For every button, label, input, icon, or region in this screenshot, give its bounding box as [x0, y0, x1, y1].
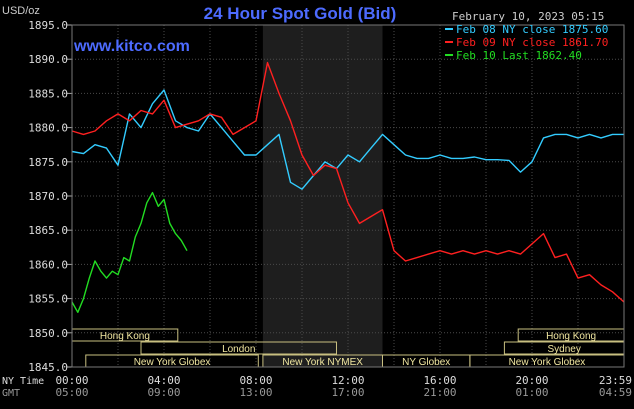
session-label: New York Globex [134, 357, 211, 368]
x-tick-label: 04:59 [599, 386, 632, 399]
price-lines [71, 61, 625, 313]
session-label: New York Globex [509, 357, 586, 368]
x-tick-label: 05:00 [55, 386, 88, 399]
x-tick-label: 09:00 [147, 386, 180, 399]
market-sessions: Hong Kong Hong Kong Sydney London New York G… [71, 328, 625, 368]
session-label: NY Globex [402, 357, 450, 368]
watermark: www.kitco.com [73, 38, 190, 55]
x-tick-label: 08:00 [239, 374, 272, 387]
time-row-label: NY Time [2, 376, 44, 387]
y-tick-label: 1855.0 [28, 293, 68, 306]
x-tick-label: 13:00 [239, 386, 272, 399]
y-tick-label: 1845.0 [28, 361, 68, 374]
nymex-shaded-region [262, 25, 383, 367]
y-tick-label: 1870.0 [28, 190, 68, 203]
legend-entry: Feb 09 NY close 1861.70 [456, 36, 608, 49]
y-tick-label: 1880.0 [28, 122, 68, 135]
y-tick-label: 1860.0 [28, 258, 68, 271]
series-line-1 [71, 61, 625, 303]
x-tick-label: 12:00 [331, 374, 364, 387]
x-tick-label: 01:00 [515, 386, 548, 399]
y-tick-label: 1885.0 [28, 87, 68, 100]
x-tick-label: 20:00 [515, 374, 548, 387]
legend-entry: Feb 10 Last 1862.40 [456, 49, 582, 62]
x-axis-labels: NY Time 00:00 04:00 08:00 12:00 16:00 20:00 23:… [2, 374, 632, 399]
unit-label: USD/oz [2, 5, 40, 17]
session-box [140, 341, 337, 355]
session-label: New York NYMEX [282, 357, 363, 368]
x-tick-label: 23:59 [599, 374, 632, 387]
y-axis-labels: 1895.0 1890.0 1885.0 1880.0 1875.0 1870.0 1865… [28, 19, 68, 374]
timestamp: February 10, 2023 05:15 [452, 10, 604, 23]
series-line-2 [71, 191, 188, 313]
legend-entry: Feb 08 NY close 1875.60 [456, 23, 608, 36]
x-tick-label: 17:00 [331, 386, 364, 399]
y-tick-label: 1875.0 [28, 156, 68, 169]
session-label: Sydney [548, 344, 581, 355]
session-label: Hong Kong [100, 331, 150, 342]
x-tick-label: 04:00 [147, 374, 180, 387]
y-tick-label: 1865.0 [28, 224, 68, 237]
series-line-0 [71, 89, 624, 190]
x-tick-label: 16:00 [423, 374, 456, 387]
plot-frame [71, 24, 625, 368]
y-tick-label: 1890.0 [28, 53, 68, 66]
x-tick-label: 00:00 [55, 374, 88, 387]
session-label: London [222, 344, 255, 355]
x-tick-label: 21:00 [423, 386, 456, 399]
chart-title: 24 Hour Spot Gold (Bid) [204, 4, 397, 23]
y-tick-label: 1850.0 [28, 327, 68, 340]
session-label: Hong Kong [546, 331, 596, 342]
y-tick-label: 1895.0 [28, 19, 68, 32]
time-row-label: GMT [2, 388, 20, 399]
